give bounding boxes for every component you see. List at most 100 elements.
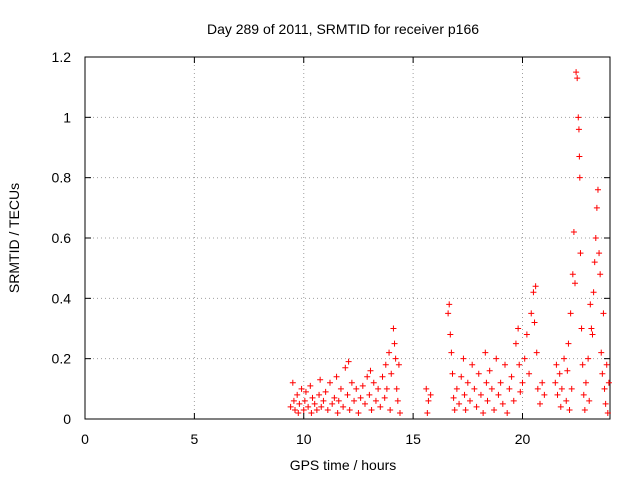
data-point	[425, 397, 432, 404]
data-point	[519, 379, 526, 386]
data-point	[579, 361, 586, 368]
grid-lines	[85, 57, 610, 419]
data-point	[580, 391, 587, 398]
data-point	[523, 331, 530, 338]
x-tick-label: 0	[81, 431, 89, 447]
data-point	[322, 388, 329, 395]
x-tick-label: 5	[190, 431, 198, 447]
data-point	[395, 361, 402, 368]
data-point	[600, 310, 607, 317]
data-point	[307, 382, 314, 389]
data-point	[311, 400, 318, 407]
data-point	[461, 391, 468, 398]
data-point	[302, 388, 309, 395]
data-point	[558, 385, 565, 392]
data-point	[368, 406, 375, 413]
data-point	[366, 391, 373, 398]
data-point	[317, 376, 324, 383]
data-point	[453, 385, 460, 392]
data-point	[447, 331, 454, 338]
data-point	[516, 361, 523, 368]
data-point	[477, 391, 484, 398]
data-point	[386, 349, 393, 356]
data-point	[531, 319, 538, 326]
data-point	[381, 394, 388, 401]
data-point	[391, 340, 398, 347]
data-point	[587, 301, 594, 308]
data-point	[467, 397, 473, 404]
data-point	[577, 250, 584, 257]
data-point	[318, 403, 325, 410]
data-point	[305, 403, 312, 410]
data-point	[517, 388, 524, 395]
data-point	[300, 406, 307, 413]
data-point	[566, 406, 573, 413]
data-point	[504, 409, 511, 416]
data-point	[553, 361, 560, 368]
data-point	[564, 367, 571, 374]
data-point	[449, 370, 456, 377]
data-point	[569, 271, 576, 278]
data-point	[495, 391, 502, 398]
data-point	[375, 385, 382, 392]
data-point	[491, 406, 498, 413]
data-point	[499, 400, 506, 407]
y-axis: 0 0.2 0.4 0.6 0.8 1 1.2	[52, 49, 610, 427]
data-point	[576, 153, 583, 160]
data-point	[383, 385, 390, 392]
data-point	[604, 409, 611, 416]
data-point	[486, 367, 493, 374]
x-tick-label: 10	[296, 431, 312, 447]
data-point	[530, 289, 537, 296]
data-point	[464, 379, 471, 386]
data-point	[333, 373, 340, 380]
data-point	[598, 349, 605, 356]
data-point	[382, 361, 389, 368]
data-point	[331, 394, 338, 401]
data-point	[532, 283, 539, 290]
y-tick-label: 0.4	[52, 290, 72, 306]
x-tick-label: 15	[405, 431, 421, 447]
data-point	[309, 394, 316, 401]
data-point	[605, 379, 612, 386]
data-point	[367, 367, 374, 374]
data-point	[392, 355, 399, 362]
data-point	[554, 391, 561, 398]
data-point	[570, 228, 577, 235]
data-point	[552, 379, 559, 386]
data-point	[370, 379, 377, 386]
data-point	[483, 379, 490, 386]
data-point	[357, 394, 364, 401]
data-point	[340, 403, 347, 410]
data-point	[335, 397, 342, 404]
y-tick-label: 0.8	[52, 170, 72, 186]
data-point	[482, 349, 489, 356]
data-point	[537, 400, 543, 407]
data-point	[313, 406, 320, 413]
data-point	[602, 400, 609, 407]
data-point	[573, 69, 580, 76]
data-point	[460, 355, 467, 362]
data-point	[556, 370, 563, 377]
data-point	[294, 391, 301, 398]
data-point	[565, 340, 572, 347]
data-point	[510, 397, 517, 404]
data-point	[502, 361, 508, 368]
data-point	[593, 204, 600, 211]
data-points	[287, 69, 612, 416]
data-point	[298, 385, 305, 392]
x-axis-label: GPS time / hours	[290, 457, 397, 473]
data-point	[379, 373, 386, 380]
data-point	[292, 406, 298, 413]
data-point	[290, 397, 297, 404]
data-point	[506, 385, 513, 392]
y-tick-label: 0.2	[52, 351, 72, 367]
data-point	[590, 289, 597, 296]
data-point	[471, 385, 478, 392]
data-point	[475, 370, 482, 377]
data-point	[377, 403, 384, 410]
data-point	[557, 403, 564, 410]
data-point	[582, 379, 589, 386]
data-point	[450, 394, 457, 401]
